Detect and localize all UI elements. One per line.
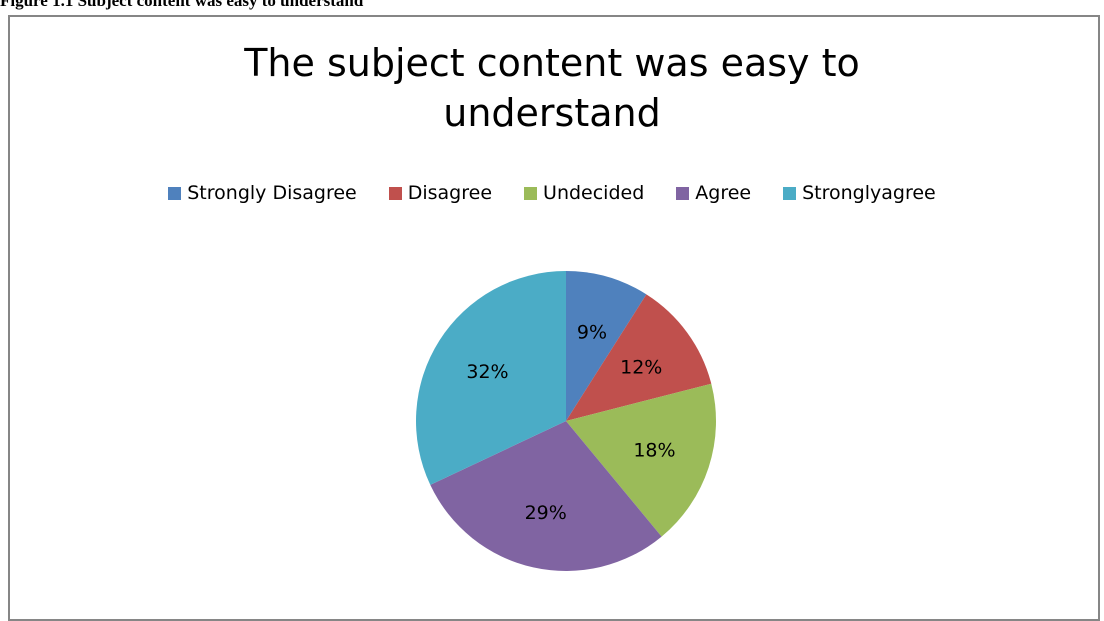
legend-swatch [676,186,690,200]
slice-strongly-disagree [566,271,647,421]
legend-label: Stronglyagree [802,182,936,204]
chart-title-line-2: understand [443,91,661,135]
legend-item-agree: Agree [676,182,751,204]
legend-swatch [524,186,538,200]
slice-data-label: 9% [577,322,607,344]
legend-label: Disagree [407,182,493,204]
figure-caption: Figure 1.1 Subject content was easy to u… [0,0,364,10]
chart-legend: Strongly Disagree Disagree Undecided Agr… [0,182,1104,204]
legend-item-strongly-disagree: Strongly Disagree [168,182,357,204]
legend-swatch [168,186,182,200]
legend-label: Agree [695,182,752,204]
slice-disagree [566,294,712,421]
slice-agree [430,421,662,571]
slice-data-label: 32% [466,361,508,383]
legend-item-disagree: Disagree [388,182,493,204]
legend-item-undecided: Undecided [524,182,644,204]
legend-swatch [783,186,797,200]
legend-label: Strongly Disagree [187,182,357,204]
slice-data-label: 18% [633,440,675,462]
legend-label: Undecided [543,182,645,204]
slice-strongly-agree [416,271,566,485]
slice-data-label: 29% [525,502,567,524]
slice-data-label: 12% [620,356,662,378]
chart-title-line-1: The subject content was easy to [244,41,860,85]
slice-undecided [566,383,717,537]
legend-swatch [388,186,402,200]
legend-item-strongly-agree: Stronglyagree [783,182,936,204]
chart-title: The subject content was easy to understa… [0,38,1104,138]
